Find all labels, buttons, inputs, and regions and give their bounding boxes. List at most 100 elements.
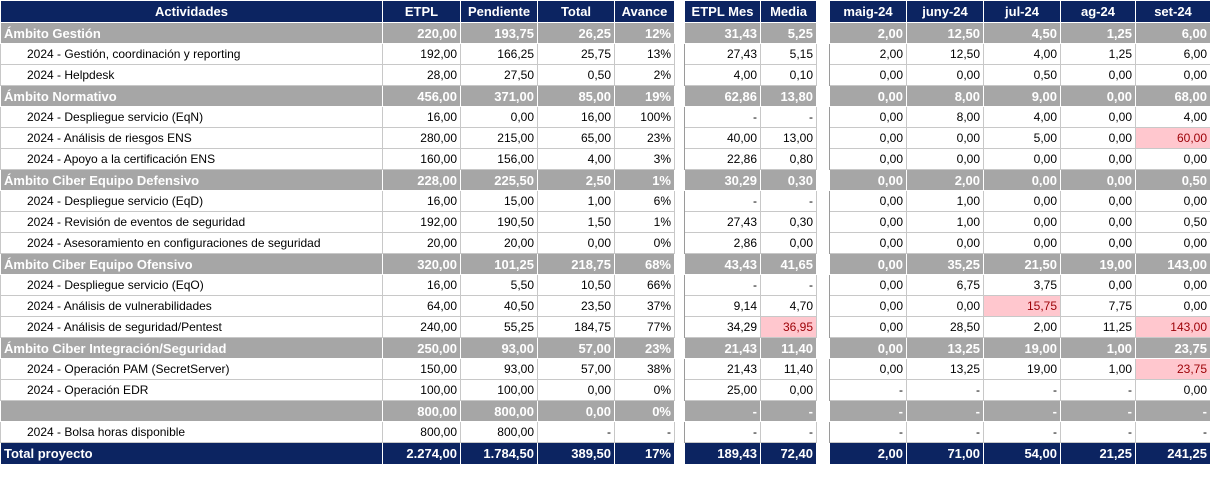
value-cell: -	[1060, 421, 1136, 443]
table-row: 2024 - Despliegue servicio (EqO) 16,00 5,5…	[0, 274, 1210, 296]
value-cell: 54,00	[983, 442, 1061, 465]
value-cell: 0,00	[906, 64, 984, 86]
value-cell: 280,00	[382, 127, 461, 149]
value-cell: 19,00	[983, 337, 1061, 359]
value-cell: 0,00	[906, 127, 984, 149]
value-cell: 220,00	[382, 22, 461, 44]
value-cell: 184,75	[537, 316, 615, 338]
table-row: 2024 - Bolsa horas disponible 800,00 800,0…	[0, 421, 1210, 443]
value-cell: 0,00	[906, 232, 984, 254]
section-row: Ámbito Ciber Integración/Seguridad 250,00…	[0, 337, 1210, 359]
activity-label: 2024 - Operación PAM (SecretServer)	[0, 358, 383, 380]
value-cell: 12,50	[906, 43, 984, 65]
column-gap	[816, 400, 830, 422]
column-gap	[816, 190, 830, 212]
column-gap	[674, 169, 685, 191]
value-cell: 23%	[614, 337, 675, 359]
activity-label: 2024 - Análisis de vulnerabilidades	[0, 295, 383, 317]
value-cell: 192,00	[382, 43, 461, 65]
value-cell: 0,00	[829, 106, 907, 128]
table-row: 2024 - Gestión, coordinación y reporting…	[0, 43, 1210, 65]
value-cell: -	[760, 106, 817, 128]
value-cell: 0,00	[829, 211, 907, 233]
column-gap	[816, 211, 830, 233]
value-cell: 19,00	[983, 358, 1061, 380]
value-cell: -	[1060, 379, 1136, 401]
value-cell: 225,50	[460, 169, 538, 191]
value-cell: 0,00	[537, 379, 615, 401]
value-cell: -	[760, 274, 817, 296]
value-cell: 2,00	[829, 22, 907, 44]
value-cell: 240,00	[382, 316, 461, 338]
activity-label: Ámbito Ciber Equipo Defensivo	[0, 169, 383, 191]
value-cell: 0,00	[829, 232, 907, 254]
table-row: 2024 - Apoyo a la certificación ENS 160,0…	[0, 148, 1210, 170]
value-cell: 23,75	[1135, 337, 1210, 359]
activity-label: 2024 - Asesoramiento en configuraciones …	[0, 232, 383, 254]
table-body: Ámbito Gestión 220,00 193,75 26,25 12% 31,43 5…	[0, 22, 1210, 465]
value-cell: 62,86	[684, 85, 761, 107]
activity-label: 2024 - Helpdesk	[0, 64, 383, 86]
column-gap	[674, 190, 685, 212]
value-cell: 57,00	[537, 358, 615, 380]
value-cell: 5,15	[760, 43, 817, 65]
value-cell: -	[983, 421, 1061, 443]
value-cell: 0,50	[983, 64, 1061, 86]
value-cell: 189,43	[684, 442, 761, 465]
value-cell: 100%	[614, 106, 675, 128]
activity-label: 2024 - Análisis de seguridad/Pentest	[0, 316, 383, 338]
activity-label: Ámbito Ciber Integración/Seguridad	[0, 337, 383, 359]
column-gap	[674, 274, 685, 296]
value-cell: -	[983, 400, 1061, 422]
value-cell: 15,00	[460, 190, 538, 212]
column-gap	[674, 232, 685, 254]
value-cell: 0,00	[1135, 64, 1210, 86]
value-cell: 71,00	[906, 442, 984, 465]
value-cell: 6,00	[1135, 43, 1210, 65]
value-cell: 5,50	[460, 274, 538, 296]
value-cell: 0,00	[983, 211, 1061, 233]
column-gap	[674, 400, 685, 422]
value-cell: 800,00	[382, 421, 461, 443]
value-cell: 371,00	[460, 85, 538, 107]
column-header-9: maig-24	[829, 0, 907, 23]
value-cell: 4,00	[684, 64, 761, 86]
value-cell: 13%	[614, 43, 675, 65]
column-gap	[816, 421, 830, 443]
value-cell: 21,43	[684, 358, 761, 380]
value-cell: 23,75	[1135, 358, 1210, 380]
value-cell: 11,25	[1060, 316, 1136, 338]
table-row: 2024 - Análisis de vulnerabilidades 64,00…	[0, 295, 1210, 317]
value-cell: 37%	[614, 295, 675, 317]
value-cell: 31,43	[684, 22, 761, 44]
column-gap	[674, 379, 685, 401]
value-cell: 22,86	[684, 148, 761, 170]
value-cell: 13,00	[760, 127, 817, 149]
column-gap	[816, 64, 830, 86]
value-cell: 0,00	[1060, 148, 1136, 170]
value-cell: 0%	[614, 400, 675, 422]
column-gap	[674, 337, 685, 359]
activity-label: 2024 - Operación EDR	[0, 379, 383, 401]
value-cell: 218,75	[537, 253, 615, 275]
column-gap	[674, 211, 685, 233]
value-cell: 6,00	[1135, 22, 1210, 44]
table-row: 2024 - Análisis de seguridad/Pentest 240,…	[0, 316, 1210, 338]
column-header-2: Pendiente	[460, 0, 538, 23]
value-cell: 0,00	[1135, 148, 1210, 170]
value-cell: 2,00	[829, 43, 907, 65]
section-row: 800,00 800,00 0,00 0% - - - - - - -	[0, 400, 1210, 422]
value-cell: -	[684, 106, 761, 128]
table-row: 2024 - Asesoramiento en configuraciones …	[0, 232, 1210, 254]
column-gap	[816, 253, 830, 275]
value-cell: 4,00	[537, 148, 615, 170]
value-cell: 0,00	[760, 379, 817, 401]
value-cell: 1%	[614, 169, 675, 191]
value-cell: 192,00	[382, 211, 461, 233]
value-cell: 1,00	[906, 190, 984, 212]
activity-label: 2024 - Despliegue servicio (EqD)	[0, 190, 383, 212]
column-header-7: Media	[760, 0, 817, 23]
value-cell: 0%	[614, 232, 675, 254]
value-cell: 43,43	[684, 253, 761, 275]
value-cell: 456,00	[382, 85, 461, 107]
